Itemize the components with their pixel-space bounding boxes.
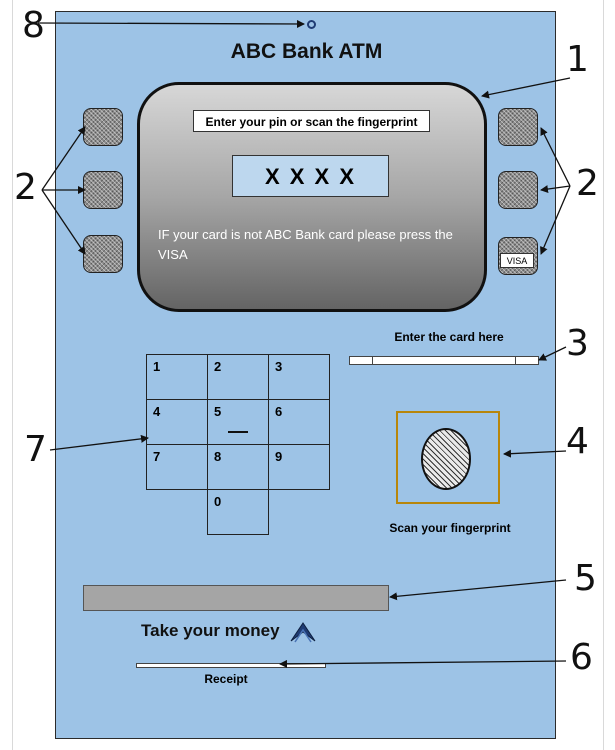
side-button-right-1[interactable] xyxy=(498,108,538,146)
callout-7: 7 xyxy=(24,429,47,470)
callout-5: 5 xyxy=(574,558,597,599)
callout-2-left: 2 xyxy=(14,167,37,208)
arrow-right-btn-2 xyxy=(540,185,571,194)
cash-dispenser-slot xyxy=(83,585,389,611)
callout-2-right: 2 xyxy=(576,163,599,204)
arrow-left-btn-3 xyxy=(41,189,86,255)
fingerprint-icon xyxy=(421,428,471,490)
screen-prompt: Enter your pin or scan the fingerprint xyxy=(193,110,430,132)
key-9[interactable]: 9 xyxy=(268,444,330,490)
visa-button-label[interactable]: VISA xyxy=(500,253,534,268)
fingerprint-label: Scan your fingerprint xyxy=(389,521,511,535)
arrow-fingerprint xyxy=(503,449,567,458)
side-button-right-2[interactable] xyxy=(498,171,538,209)
card-slot-label: Enter the card here xyxy=(394,330,504,344)
arrow-screen xyxy=(481,77,571,99)
arrow-left-btn-1 xyxy=(41,126,86,191)
callout-1: 1 xyxy=(566,39,589,80)
callout-4: 4 xyxy=(566,421,589,462)
arrow-camera xyxy=(37,19,305,28)
side-button-left-3[interactable] xyxy=(83,235,123,273)
fingerprint-scanner[interactable] xyxy=(396,411,500,504)
money-label: Take your money xyxy=(141,621,280,640)
callout-8: 8 xyxy=(22,5,45,46)
side-button-left-1[interactable] xyxy=(83,108,123,146)
page-border-left xyxy=(12,0,13,750)
atm-title: ABC Bank ATM xyxy=(230,40,383,63)
callout-3: 3 xyxy=(566,323,589,364)
receipt-slot xyxy=(136,663,326,668)
receipt-label: Receipt xyxy=(204,672,248,686)
money-arrow-icon xyxy=(290,622,316,643)
arrow-keypad xyxy=(49,434,149,451)
key-0[interactable]: 0 xyxy=(207,489,269,535)
key-5-tactile-mark xyxy=(228,431,248,433)
arrow-right-btn-3 xyxy=(540,185,571,255)
arrow-cash-slot xyxy=(389,579,567,601)
side-button-left-2[interactable] xyxy=(83,171,123,209)
arrow-card-slot xyxy=(538,346,567,361)
callout-6: 6 xyxy=(570,637,593,678)
visa-instruction: IF your card is not ABC Bank card please… xyxy=(158,227,453,262)
page-border-right xyxy=(603,0,604,750)
camera-icon xyxy=(307,20,316,29)
arrow-right-btn-1 xyxy=(540,127,571,187)
pin-display: X X X X xyxy=(232,155,389,197)
arrow-receipt xyxy=(279,659,567,668)
